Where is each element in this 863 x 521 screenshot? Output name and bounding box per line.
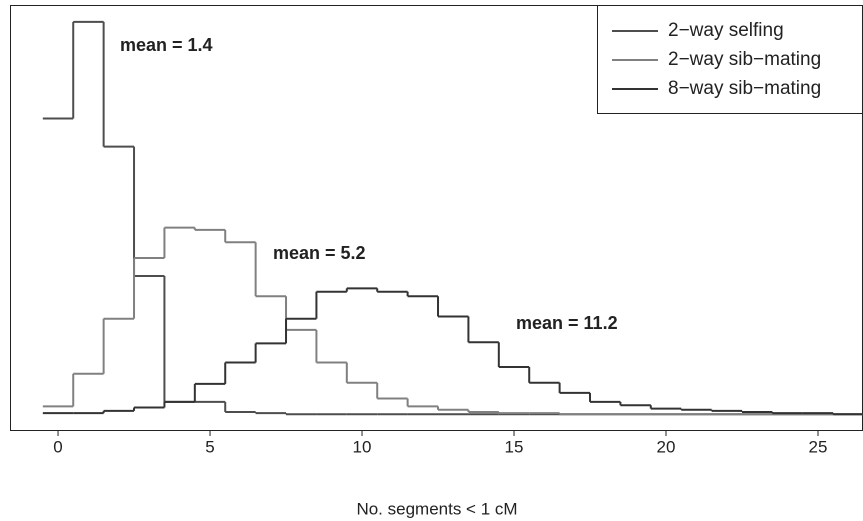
x-tick-label: 0 (53, 437, 62, 456)
x-tick-label: 15 (505, 437, 524, 456)
x-tick-label: 5 (205, 437, 214, 456)
series (42, 226, 863, 416)
x-tick-label: 10 (353, 437, 372, 456)
x-tick-label: 20 (657, 437, 676, 456)
annotation: mean = 11.2 (516, 313, 618, 333)
legend-label: 2−way sib−mating (668, 49, 821, 70)
legend-label: 8−way sib−mating (668, 78, 821, 99)
annotation: mean = 5.2 (273, 243, 366, 263)
legend: 2−way selfing 2−way sib−mating 8−way sib−m… (597, 5, 863, 114)
x-tick-label: 25 (809, 437, 828, 456)
legend-box (597, 5, 863, 114)
series (42, 287, 863, 416)
x-axis-label: No. segments < 1 cM (356, 499, 517, 518)
annotation: mean = 1.4 (120, 35, 213, 55)
legend-label: 2−way selfing (668, 20, 784, 41)
